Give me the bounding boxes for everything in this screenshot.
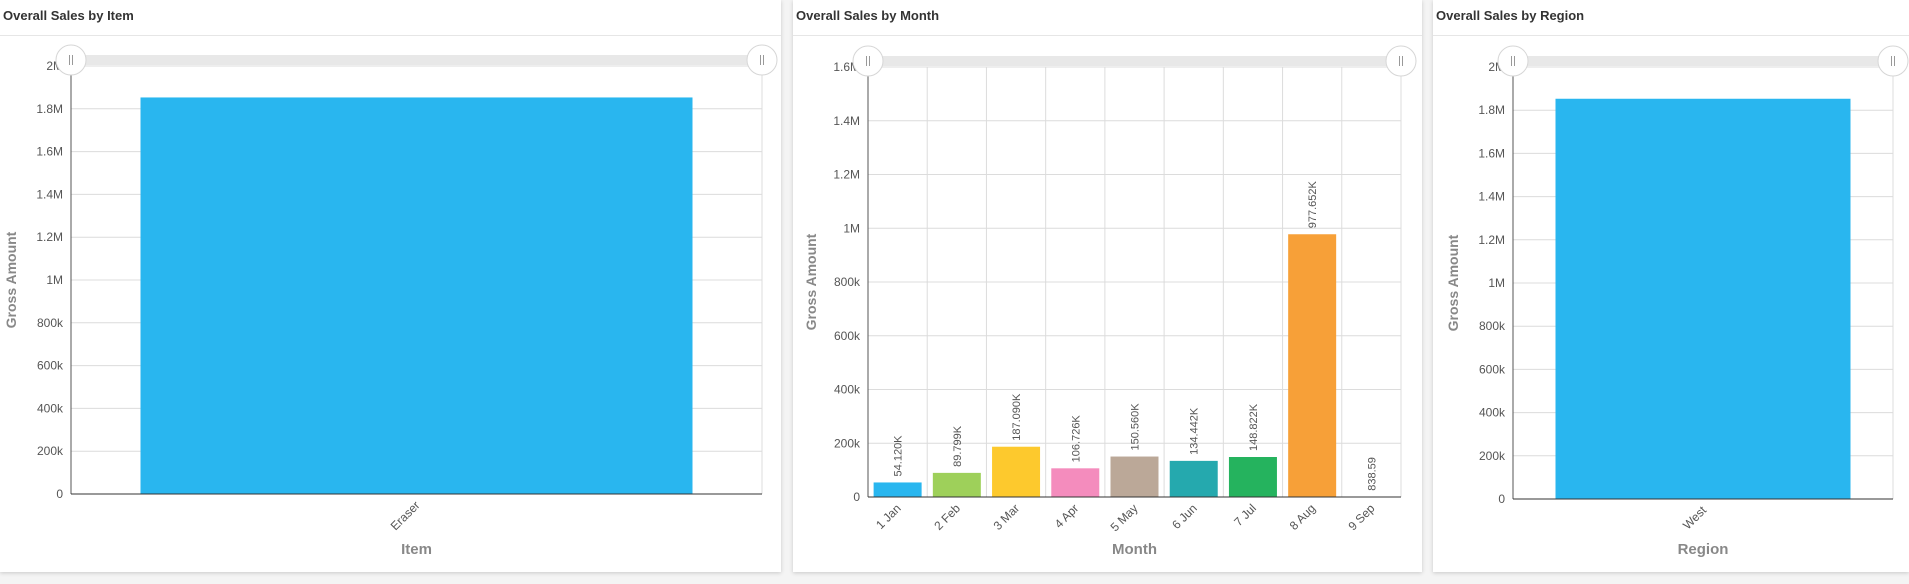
data-label: 134.442K (1189, 407, 1201, 455)
data-label: 54.120K (893, 435, 905, 477)
x-tick-label: 1 Jan (873, 501, 904, 532)
y-tick-label: 800k (1479, 319, 1506, 333)
zoom-slider-track[interactable] (868, 56, 1401, 66)
item-bar-chart: 0200k400k600k800k1M1.2M1.4M1.6M1.8M2MEra… (3, 44, 778, 558)
y-axis-title: Gross Amount (803, 233, 819, 330)
bar[interactable] (1288, 234, 1337, 497)
handle-circle[interactable] (55, 44, 87, 76)
y-tick-label: 200k (834, 436, 861, 450)
zoom-slider-handle[interactable] (1877, 45, 1909, 77)
x-tick-label: 2 Feb (931, 501, 963, 533)
data-label: 89.799K (952, 425, 964, 467)
x-tick-label: 7 Jul (1231, 501, 1259, 529)
y-axis-title: Gross Amount (3, 231, 19, 328)
y-tick-label: 600k (37, 359, 64, 373)
bar[interactable] (1228, 457, 1277, 497)
y-tick-label: 400k (37, 401, 64, 415)
x-tick-label: 6 Jun (1169, 501, 1200, 532)
bar[interactable] (1169, 460, 1218, 497)
handle-circle[interactable] (1385, 45, 1417, 77)
bar[interactable] (873, 482, 922, 497)
y-tick-label: 1.2M (833, 168, 860, 182)
y-tick-label: 1M (843, 221, 860, 235)
y-tick-label: 200k (37, 444, 64, 458)
handle-circle[interactable] (852, 45, 884, 77)
y-tick-label: 1M (1488, 276, 1505, 290)
x-axis-title: Item (401, 541, 432, 558)
data-label: 187.090K (1011, 393, 1023, 441)
panel-title: Overall Sales by Month (793, 0, 1422, 36)
handle-circle[interactable] (1497, 45, 1529, 77)
handle-circle[interactable] (746, 44, 778, 76)
y-tick-label: 400k (834, 383, 861, 397)
x-tick-label: Eraser (388, 498, 423, 533)
y-tick-label: 800k (37, 316, 64, 330)
x-axis-title: Month (1112, 541, 1157, 558)
y-tick-label: 1.4M (36, 187, 63, 201)
x-tick-label: 5 May (1108, 501, 1141, 534)
zoom-slider-handle[interactable] (1497, 45, 1529, 77)
data-label: 977.652K (1307, 180, 1319, 228)
y-tick-label: 600k (1479, 362, 1506, 376)
x-tick-label: West (1680, 503, 1710, 533)
panel-title: Overall Sales by Item (0, 0, 781, 36)
data-label: 106.726K (1070, 415, 1082, 463)
x-tick-label: 8 Aug (1287, 501, 1319, 533)
bar[interactable] (932, 472, 981, 497)
y-tick-label: 1.4M (833, 114, 860, 128)
y-tick-label: 1M (46, 273, 63, 287)
y-tick-label: 1.6M (36, 145, 63, 159)
x-tick-label: 4 Apr (1052, 501, 1082, 531)
region-chart-panel: Overall Sales by Region 0 200k 400k 600k 800… (1433, 0, 1909, 572)
data-label: 838.59 (1366, 457, 1378, 491)
panel-title: Overall Sales by Region (1433, 0, 1909, 36)
bar[interactable] (992, 446, 1041, 497)
handle-circle[interactable] (1877, 45, 1909, 77)
y-tick-label: 1.8M (36, 102, 63, 116)
x-tick-label: 3 Mar (991, 501, 1023, 533)
zoom-slider-handle[interactable] (852, 45, 884, 77)
y-tick-label: 1.8M (1478, 103, 1505, 117)
region-bar-chart: 0200k400k600k800k1M1.2M1.4M1.6M1.8M2MWes… (1445, 45, 1909, 558)
zoom-slider-track[interactable] (1513, 56, 1893, 66)
y-axis-title: Gross Amount (1445, 234, 1461, 331)
data-label: 150.560K (1130, 403, 1142, 451)
y-tick-label: 0 (1498, 492, 1505, 506)
month-bar-chart: 0200k400k600k800k1M1.2M1.4M1.6M54.120K1 … (803, 45, 1417, 558)
bar[interactable] (140, 97, 693, 494)
month-chart-panel: Overall Sales by Month 0 200k 400k 600k 800k… (793, 0, 1422, 572)
bar[interactable] (1110, 456, 1159, 497)
zoom-slider-handle[interactable] (1385, 45, 1417, 77)
item-chart-panel: Overall Sales by Item 0 200k 400k 600k 800k 1… (0, 0, 781, 572)
y-tick-label: 1.2M (36, 230, 63, 244)
y-tick-label: 400k (1479, 406, 1506, 420)
zoom-slider-track[interactable] (71, 55, 762, 65)
y-tick-label: 1.6M (1478, 146, 1505, 160)
zoom-slider-handle[interactable] (746, 44, 778, 76)
y-tick-label: 600k (834, 329, 861, 343)
y-tick-label: 800k (834, 275, 861, 289)
bar[interactable] (1051, 468, 1100, 497)
x-tick-label: 9 Sep (1345, 501, 1377, 533)
bar[interactable] (1555, 98, 1851, 499)
x-axis-title: Region (1678, 541, 1729, 558)
y-tick-label: 0 (853, 490, 860, 504)
y-tick-label: 1.4M (1478, 190, 1505, 204)
data-label: 148.822K (1248, 403, 1260, 451)
zoom-slider-handle[interactable] (55, 44, 87, 76)
y-tick-label: 0 (56, 487, 63, 501)
y-tick-label: 200k (1479, 449, 1506, 463)
y-tick-label: 1.2M (1478, 233, 1505, 247)
